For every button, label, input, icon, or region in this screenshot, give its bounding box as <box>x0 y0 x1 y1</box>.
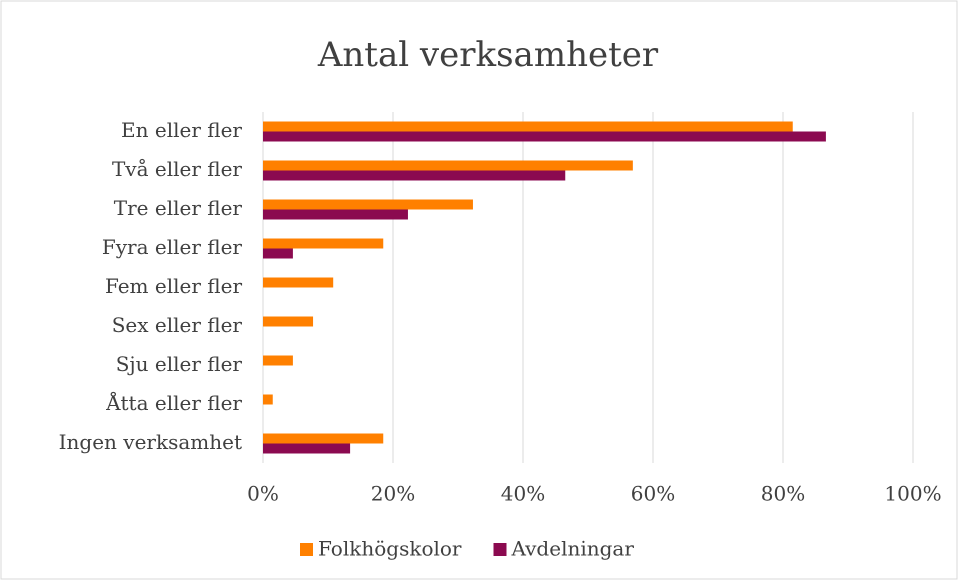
bar <box>263 160 633 171</box>
bar <box>263 209 408 220</box>
legend-label: Avdelningar <box>511 537 635 561</box>
y-tick-label: Fem eller fler <box>105 274 243 298</box>
bar <box>263 248 293 259</box>
y-tick-label: Två eller fler <box>112 157 242 181</box>
bar <box>263 355 293 366</box>
x-tick-label: 100% <box>884 482 941 506</box>
y-tick-label: Ingen verksamhet <box>59 430 242 454</box>
bar <box>263 170 566 181</box>
y-tick-label: Sju eller fler <box>116 352 243 376</box>
legend-label: Folkhögskolor <box>318 537 462 561</box>
bar <box>263 433 384 444</box>
y-tick-label: Åtta eller fler <box>105 390 242 415</box>
x-tick-label: 20% <box>371 482 415 506</box>
bar <box>263 316 314 327</box>
bar <box>263 121 793 132</box>
bar <box>263 394 273 405</box>
legend-swatch <box>300 543 313 556</box>
y-tick-label: Tre eller fler <box>114 196 243 220</box>
x-tick-label: 60% <box>631 482 675 506</box>
bar <box>263 277 334 288</box>
bar <box>263 199 473 210</box>
legend-swatch <box>493 543 507 556</box>
x-tick-label: 0% <box>247 482 279 506</box>
y-tick-label: En eller fler <box>121 118 242 142</box>
bar <box>263 443 351 454</box>
bar <box>263 238 384 249</box>
x-tick-label: 80% <box>761 482 805 506</box>
x-tick-label: 40% <box>501 482 545 506</box>
y-tick-label: Fyra eller fler <box>102 235 243 259</box>
bar <box>263 131 826 142</box>
chart-title: Antal verksamheter <box>317 35 659 75</box>
y-tick-label: Sex eller fler <box>112 313 243 337</box>
